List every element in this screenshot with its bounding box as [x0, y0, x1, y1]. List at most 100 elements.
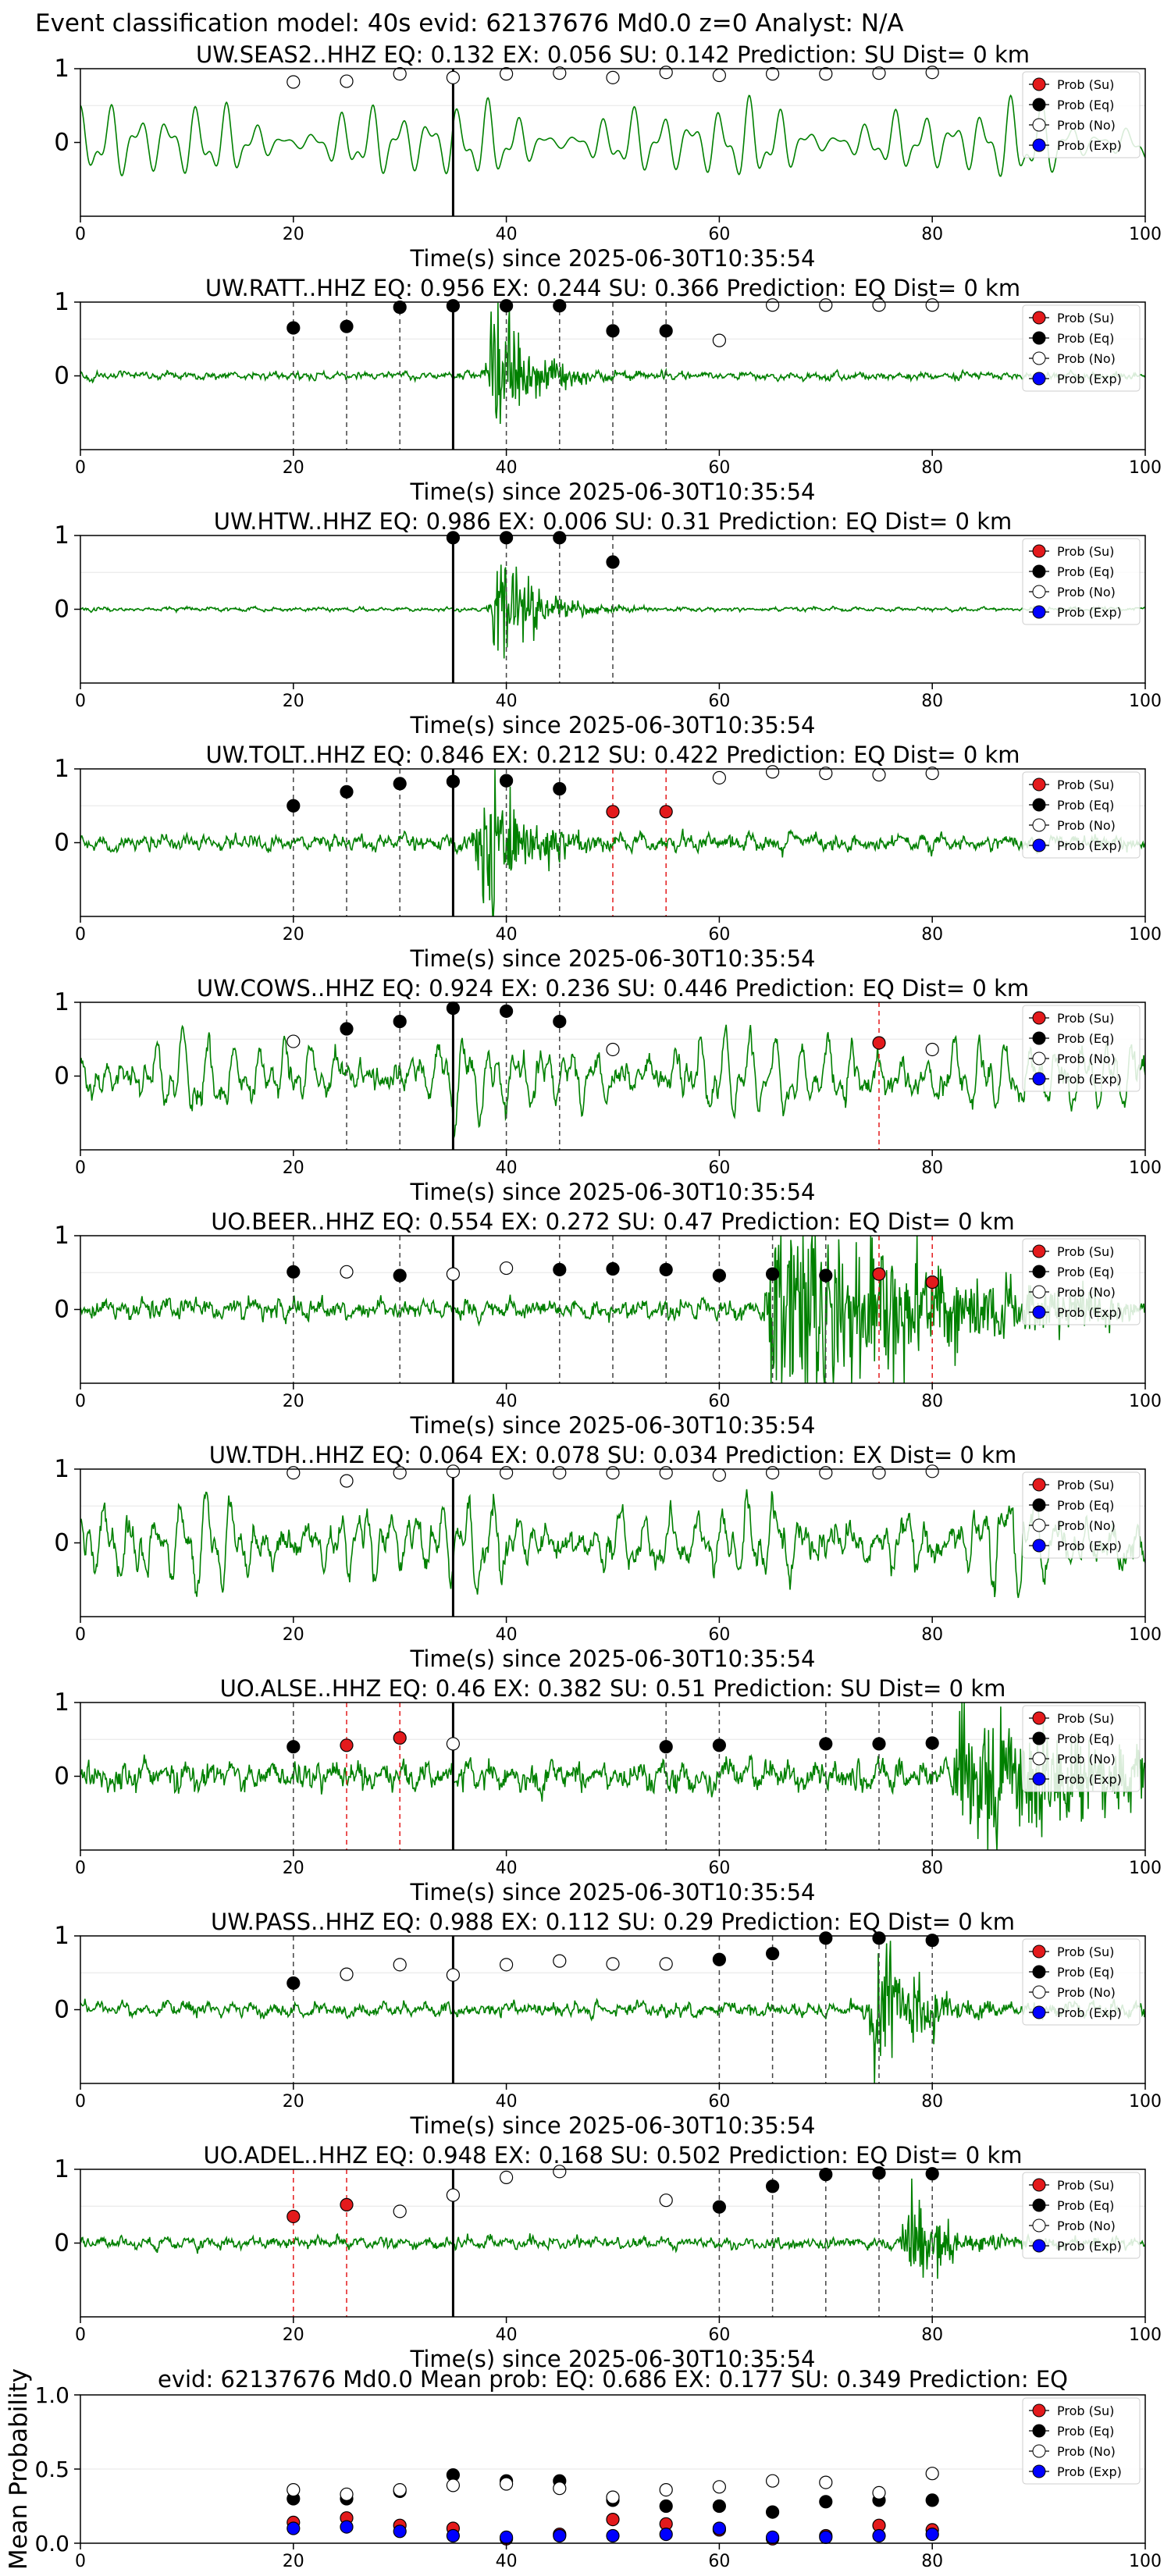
x-tick-label: 20 [283, 2092, 304, 2112]
x-tick-label: 40 [496, 1859, 518, 1878]
x-tick-label: 80 [921, 225, 943, 244]
prob-marker-eq [393, 1268, 407, 1283]
prob-marker-no [712, 770, 727, 785]
mean-marker-no [819, 2475, 833, 2489]
prob-marker-eq [393, 1014, 407, 1029]
prob-marker-eq [340, 1022, 354, 1036]
prob-marker-no [446, 1267, 461, 1281]
prob-marker-no [340, 1474, 354, 1488]
x-tick-label: 60 [708, 2552, 730, 2571]
prob-marker-eq [287, 799, 301, 813]
legend-marker-no [1032, 351, 1046, 365]
prob-marker-no [499, 67, 514, 81]
mean-marker-exp [553, 2528, 567, 2543]
legend-label-su: Prob (Su) [1057, 2178, 1114, 2193]
x-tick-label: 0 [75, 2092, 86, 2112]
legend-label-su: Prob (Su) [1057, 777, 1114, 792]
x-tick-label: 20 [283, 925, 304, 945]
prob-marker-no [872, 1466, 886, 1480]
y-tick-label: 0 [54, 1529, 69, 1557]
y-tick-label: 1 [54, 1455, 69, 1483]
mean-marker-eq [819, 2495, 833, 2509]
legend-box [1022, 771, 1141, 859]
prob-marker-no [765, 1466, 780, 1480]
prob-marker-eq [712, 2200, 727, 2214]
x-axis-label: Time(s) since 2025-06-30T10:35:54 [410, 945, 816, 972]
prob-marker-no [340, 74, 354, 88]
waveform-trace [80, 94, 1145, 177]
prob-marker-eq [819, 1268, 833, 1283]
prob-marker-su [287, 2209, 301, 2224]
prob-marker-no [287, 75, 301, 89]
legend-marker-eq [1032, 1031, 1046, 1045]
legend-marker-no [1032, 818, 1046, 832]
mean-marker-exp [872, 2528, 886, 2543]
legend-label-no: Prob (No) [1057, 1985, 1116, 2000]
prob-marker-eq [553, 1262, 567, 1277]
legend-label-exp: Prob (Exp) [1057, 605, 1122, 620]
legend-label-eq: Prob (Eq) [1057, 1031, 1114, 1046]
prob-marker-eq [659, 324, 673, 338]
legend-marker-exp [1032, 838, 1046, 852]
legend-marker-no [1032, 2444, 1046, 2458]
mean-marker-no [340, 2487, 354, 2501]
x-tick-label: 60 [708, 2325, 730, 2345]
x-tick-label: 20 [283, 458, 304, 478]
x-axis-label: Time(s) since 2025-06-30T10:35:54 [410, 712, 816, 738]
prob-marker-su [925, 1275, 939, 1290]
mean-marker-eq [765, 2505, 780, 2519]
plot-frame [80, 1002, 1146, 1151]
mean-marker-no [872, 2485, 886, 2500]
prob-marker-eq [499, 774, 514, 788]
prob-marker-no [553, 66, 567, 80]
mean-marker-su [606, 2513, 620, 2527]
prob-marker-eq [712, 1268, 727, 1283]
x-tick-label: 100 [1129, 2092, 1162, 2112]
legend-marker-exp [1032, 2464, 1046, 2478]
x-tick-label: 100 [1129, 692, 1162, 711]
x-axis-label: Time(s) since 2025-06-30T10:35:54 [410, 1646, 816, 1672]
legend-marker-su [1032, 544, 1046, 558]
x-tick-label: 20 [283, 1859, 304, 1878]
y-tick-label: 1.0 [34, 2382, 69, 2408]
prob-marker-no [499, 1958, 514, 1972]
y-tick-label: 0 [54, 1296, 69, 1324]
mean-marker-exp [819, 2530, 833, 2544]
legend-label-exp: Prob (Exp) [1057, 1539, 1122, 1553]
y-tick-label: 1 [54, 1688, 69, 1717]
legend-label-eq: Prob (Eq) [1057, 331, 1114, 346]
prob-marker-no [659, 2194, 673, 2208]
legend-label-no: Prob (No) [1057, 2218, 1116, 2233]
panel-title: UW.PASS..HHZ EQ: 0.988 EX: 0.112 SU: 0.2… [211, 1909, 1015, 1935]
x-tick-label: 0 [75, 1392, 86, 1411]
mean-marker-no [659, 2483, 673, 2497]
x-axis-label: Time(s) since 2025-06-30T10:35:54 [410, 245, 816, 272]
mean-marker-exp [499, 2530, 514, 2544]
prob-marker-no [393, 1466, 407, 1480]
prob-marker-no [553, 1954, 567, 1968]
prob-marker-eq [499, 531, 514, 545]
station-panel: 0 20 40 60 80 100 1 0 Prob (Su) Prob (Eq) Prob (No… [54, 41, 1162, 272]
x-tick-label: 40 [496, 925, 518, 945]
x-tick-label: 100 [1129, 458, 1162, 478]
x-tick-label: 100 [1129, 1625, 1162, 1645]
legend-marker-su [1032, 2403, 1046, 2418]
legend-box [1022, 71, 1141, 158]
legend-marker-no [1032, 2218, 1046, 2233]
legend-marker-no [1032, 585, 1046, 599]
legend-marker-eq [1032, 1731, 1046, 1745]
legend-label-exp: Prob (Exp) [1057, 2239, 1122, 2254]
plot-frame [80, 68, 1146, 217]
legend-label-no: Prob (No) [1057, 351, 1116, 366]
y-tick-label: 1 [54, 288, 69, 316]
x-tick-label: 40 [496, 2092, 518, 2112]
legend-marker-eq [1032, 1965, 1046, 1979]
prob-marker-eq [659, 1262, 673, 1277]
x-tick-label: 40 [496, 1625, 518, 1645]
legend-label-su: Prob (Su) [1057, 2403, 1114, 2418]
legend-box [1022, 2172, 1141, 2259]
legend-marker-exp [1032, 138, 1046, 152]
legend-marker-su [1032, 77, 1046, 91]
station-panel: 0 20 40 60 80 100 1 0 Prob (Su) Prob (Eq) Prob (No… [54, 508, 1162, 738]
y-tick-label: 0 [54, 596, 69, 624]
